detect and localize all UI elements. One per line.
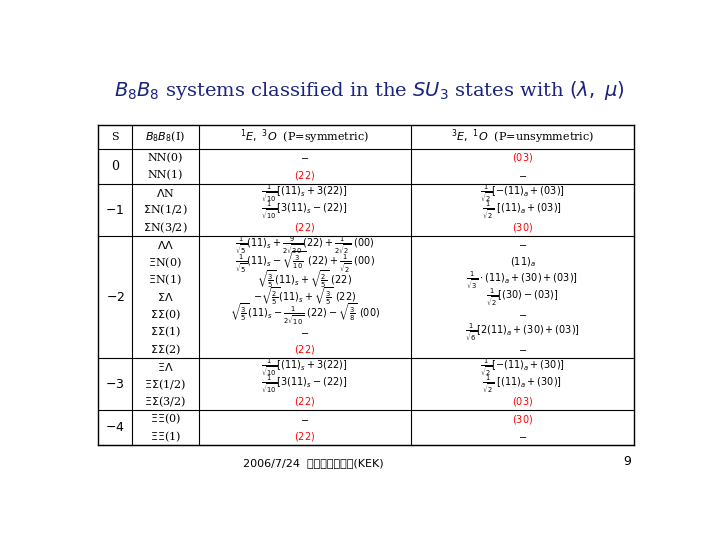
- Text: $^1E,\ ^3O$  (P=symmetric): $^1E,\ ^3O$ (P=symmetric): [240, 128, 369, 146]
- Text: $\frac{1}{\sqrt{6}}[2(11)_a+(30)+(03)]$: $\frac{1}{\sqrt{6}}[2(11)_a+(30)+(03)]$: [465, 321, 580, 343]
- Text: $(30)$: $(30)$: [512, 221, 533, 234]
- Text: $(22)$: $(22)$: [294, 395, 315, 408]
- Text: $-$: $-$: [518, 310, 527, 319]
- Text: $- 3$: $- 3$: [105, 378, 125, 391]
- Text: $\frac{1}{\sqrt{3}} \cdot (11)_a+(30)+(03)]$: $\frac{1}{\sqrt{3}} \cdot (11)_a+(30)+(0…: [467, 269, 578, 291]
- Text: $-4$: $-4$: [105, 421, 125, 434]
- Text: $-2$: $-2$: [106, 291, 125, 303]
- Text: $(11)_a$: $(11)_a$: [510, 255, 536, 269]
- Text: $\sqrt{\frac{3}{5}}(11)_s - \frac{1}{2\sqrt{10}}\ (22)-\sqrt{\frac{3}{8}}\ (00)$: $\sqrt{\frac{3}{5}}(11)_s - \frac{1}{2\s…: [230, 302, 380, 327]
- Text: $\frac{1}{\sqrt{10}}[(11)_s+3(22)]$: $\frac{1}{\sqrt{10}}[(11)_s+3(22)]$: [261, 182, 348, 204]
- Text: $^3E,\ ^1O$  (P=unsymmetric): $^3E,\ ^1O$ (P=unsymmetric): [451, 128, 594, 146]
- Text: $\frac{1}{\sqrt{2}}[(30) - (03)]$: $\frac{1}{\sqrt{2}}[(30) - (03)]$: [486, 286, 559, 308]
- Text: S: S: [112, 132, 119, 142]
- Text: $\Sigma$N(1/2): $\Sigma$N(1/2): [143, 203, 188, 217]
- Text: $-$: $-$: [300, 153, 310, 163]
- Text: $\Lambda$N: $\Lambda$N: [156, 187, 175, 199]
- Text: $-$: $-$: [300, 415, 310, 423]
- Text: $\Sigma\Sigma$(0): $\Sigma\Sigma$(0): [150, 307, 181, 322]
- Text: $\Sigma\Lambda$: $\Sigma\Lambda$: [157, 291, 174, 303]
- Text: $\Xi\Xi$(1): $\Xi\Xi$(1): [150, 429, 181, 444]
- Text: $(03)$: $(03)$: [512, 151, 533, 164]
- Text: $\frac{1}{\sqrt{2}}[ - (11)_a+(30)]$: $\frac{1}{\sqrt{2}}[ - (11)_a+(30)]$: [480, 356, 565, 378]
- Text: $- \sqrt{\frac{2}{5}}(11)_s+\sqrt{\frac{3}{5}}\ (22)$: $- \sqrt{\frac{2}{5}}(11)_s+\sqrt{\frac{…: [253, 286, 356, 308]
- Text: $(22)$: $(22)$: [294, 168, 315, 182]
- Text: 9: 9: [624, 455, 631, 468]
- Text: 2006/7/24  サマースクール(KEK): 2006/7/24 サマースクール(KEK): [243, 458, 384, 468]
- Text: $- 1$: $- 1$: [106, 204, 125, 217]
- Text: $\mathit{B_8B_8}$ systems classified in the $\mathit{SU_3}$ states with $(\lambd: $\mathit{B_8B_8}$ systems classified in …: [114, 79, 624, 103]
- Text: $\frac{1}{\sqrt{2}}[ - (11)_a+(03)]$: $\frac{1}{\sqrt{2}}[ - (11)_a+(03)]$: [480, 182, 565, 204]
- Text: $-$: $-$: [518, 240, 527, 249]
- Text: $\frac{1}{\sqrt{2}}\ [(11)_a+(03)]$: $\frac{1}{\sqrt{2}}\ [(11)_a+(03)]$: [482, 199, 562, 221]
- Text: $-$: $-$: [300, 328, 310, 336]
- Text: $\Sigma$N(3/2): $\Sigma$N(3/2): [143, 220, 188, 235]
- Text: $\Xi\Xi$(0): $\Xi\Xi$(0): [150, 412, 181, 427]
- Text: $(30)$: $(30)$: [512, 413, 533, 426]
- Text: $\frac{1}{\sqrt{5}}(11)_s - \sqrt{\frac{3}{10}}\ (22)+\frac{1}{\sqrt{2}}\ (00)$: $\frac{1}{\sqrt{5}}(11)_s - \sqrt{\frac{…: [235, 249, 375, 275]
- Text: $(22)$: $(22)$: [294, 221, 315, 234]
- Text: $\Xi$N(1): $\Xi$N(1): [148, 273, 182, 287]
- Text: $\Sigma\Sigma$(1): $\Sigma\Sigma$(1): [150, 325, 181, 339]
- Text: $B_8B_8$(I): $B_8B_8$(I): [145, 130, 185, 144]
- Text: $(03)$: $(03)$: [512, 395, 533, 408]
- Text: $\frac{1}{\sqrt{2}}\ [(11)_a+(30)]$: $\frac{1}{\sqrt{2}}\ [(11)_a+(30)]$: [482, 373, 562, 395]
- Text: $-$: $-$: [518, 171, 527, 180]
- Text: $\Sigma\Sigma$(2): $\Sigma\Sigma$(2): [150, 342, 181, 357]
- Text: 0: 0: [111, 160, 119, 173]
- Text: $\Xi\Lambda$: $\Xi\Lambda$: [157, 361, 174, 373]
- Text: $(22)$: $(22)$: [294, 343, 315, 356]
- Text: $(22)$: $(22)$: [294, 430, 315, 443]
- Text: NN(1): NN(1): [148, 170, 183, 180]
- Text: $\frac{1}{\sqrt{10}}[3(11)_s - (22)]$: $\frac{1}{\sqrt{10}}[3(11)_s - (22)]$: [261, 373, 348, 395]
- Text: $\Xi\Sigma$(3/2): $\Xi\Sigma$(3/2): [145, 394, 186, 409]
- Text: NN(0): NN(0): [148, 153, 183, 163]
- Text: $\Lambda\Lambda$: $\Lambda\Lambda$: [157, 239, 174, 251]
- Text: $\frac{1}{\sqrt{10}}[(11)_s+3(22)]$: $\frac{1}{\sqrt{10}}[(11)_s+3(22)]$: [261, 356, 348, 378]
- Text: $\Xi\Sigma$(1/2): $\Xi\Sigma$(1/2): [145, 377, 186, 392]
- Text: $\sqrt{\frac{3}{5}}(11)_s+ \sqrt{\frac{2}{5}}\ (22)$: $\sqrt{\frac{3}{5}}(11)_s+ \sqrt{\frac{2…: [257, 269, 352, 291]
- Text: $\frac{1}{\sqrt{5}}(11)_s+ \frac{9}{2\sqrt{30}}(22)+ \frac{1}{2\sqrt{2}}\ (00)$: $\frac{1}{\sqrt{5}}(11)_s+ \frac{9}{2\sq…: [235, 234, 374, 256]
- Text: $-$: $-$: [518, 345, 527, 354]
- Text: $\Xi$N(0): $\Xi$N(0): [148, 255, 182, 269]
- Text: $\frac{1}{\sqrt{10}}[3(11)_s - (22)]$: $\frac{1}{\sqrt{10}}[3(11)_s - (22)]$: [261, 199, 348, 221]
- Text: $-$: $-$: [518, 432, 527, 441]
